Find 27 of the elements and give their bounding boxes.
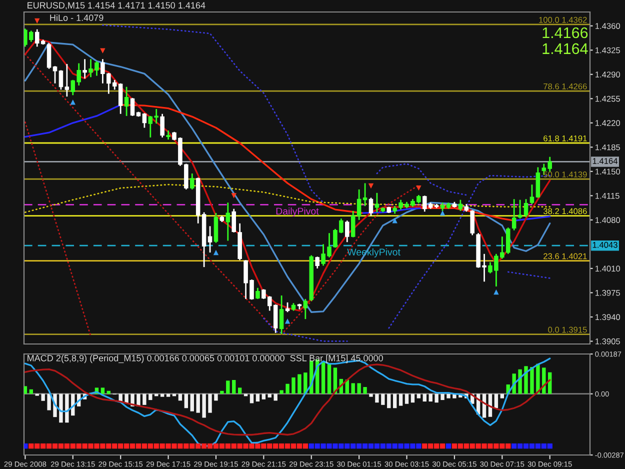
y-tick-label: 1.4010 [595,266,620,272]
ref-line-label: 23.6 1.4021 [544,253,587,260]
ref-line-label: 100.0 1.4362 [539,16,587,23]
y-tick-label: 1.3975 [595,290,620,296]
chart-title: EURUSD,M15 1.4154 1.4171 1.4150 1.4164 [28,2,206,10]
y-tick-label: 1.4220 [595,120,620,126]
y-tick-label: 1.3940 [595,314,620,320]
y-tick-label: 1.4185 [595,144,620,150]
y-tick-label: 1.4290 [595,72,620,78]
annotation: 1.4166 [542,27,588,38]
y-tick-label: 1.4115 [595,192,620,199]
ref-line-label: 38.2 1.4086 [543,208,587,214]
ref-line-label: 61.8 1.4191 [544,135,587,142]
annotation: DailyPivot [276,207,319,217]
ref-line-label: 0.0 1.3915 [548,326,587,333]
annotation: 1.4164 [542,43,588,54]
y-tick-label: 1.4150 [595,168,620,175]
chart-title: MACD 2(5,8,9) (Period_M15) 0.00166 0.00065 0.00101 0.00000 SSL Bar [M15] 45.0000 [28,354,383,364]
y-tick-label: 1.4255 [595,96,620,102]
y-tick-label: 1.4080 [595,217,620,224]
y-tick-label: 1.4325 [595,47,620,54]
y-tick-label: 1.3905 [595,338,620,344]
y-tick-label: 1.4360 [595,23,620,29]
ref-line-label: 78.6 1.4266 [544,83,587,90]
chart-subtitle: HiLo - 1.4079 [50,14,104,21]
annotation: 1.4043 [592,242,618,248]
annotation: 1.4164 [592,158,618,164]
